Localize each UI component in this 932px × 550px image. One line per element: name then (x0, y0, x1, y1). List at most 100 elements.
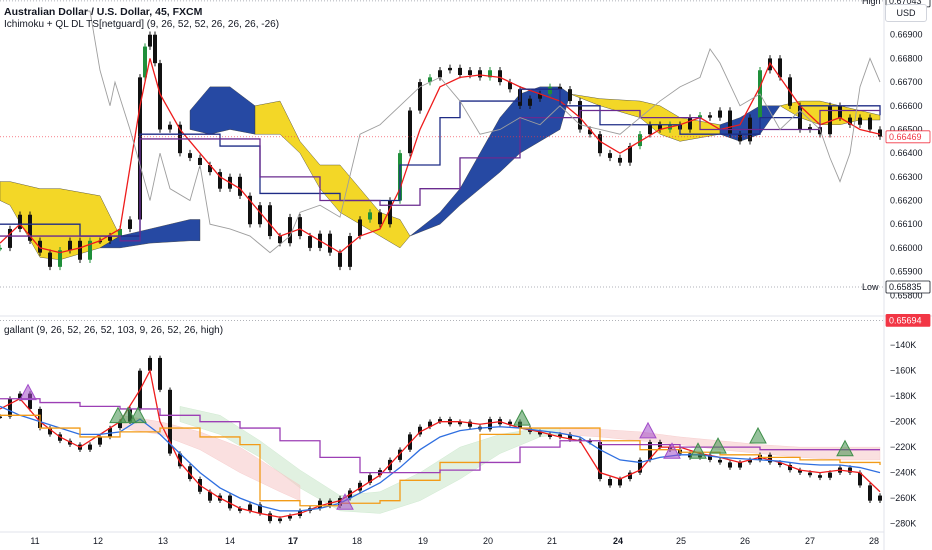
x-tick-label: 18 (352, 536, 362, 546)
series-line (0, 405, 881, 512)
candle-body (548, 434, 552, 437)
x-tick-label: 28 (869, 536, 879, 546)
candle-body (508, 421, 512, 425)
y-tick-label: −260K (890, 493, 916, 503)
candle-body (8, 228, 12, 248)
candle-body (98, 436, 102, 445)
candle-body (538, 431, 542, 435)
candle-body (38, 240, 42, 253)
kumo-cloud (409, 86, 571, 237)
series-line (0, 58, 881, 254)
candle-body (788, 465, 792, 471)
candle-body (878, 129, 882, 137)
candle-body (718, 110, 722, 118)
symbol-title[interactable]: Australian Dollar / U.S. Dollar, 45, FXC… (4, 6, 203, 18)
price-tag-value: 0.66469 (889, 132, 922, 142)
series-line (0, 109, 880, 242)
candle-body (738, 134, 742, 142)
candle-body (848, 467, 852, 473)
candle-body (848, 117, 852, 125)
candle-body (458, 421, 462, 425)
candle-body (168, 389, 172, 454)
candle-body (78, 240, 82, 260)
candle-body (628, 472, 632, 480)
signal-triangle-icon (336, 493, 354, 510)
candle-body (368, 212, 372, 220)
candle-body (268, 513, 272, 522)
series-line (0, 88, 881, 237)
candle-body (648, 124, 652, 135)
candle-body (588, 440, 592, 443)
y-tick-label: 0.66800 (890, 53, 923, 63)
signal-triangle-icon (129, 406, 147, 424)
candle-body (208, 165, 212, 173)
candle-body (488, 70, 492, 78)
price-tag-value: 0.65694 (889, 315, 922, 325)
kumo-cloud (254, 100, 411, 249)
candle-body (728, 462, 732, 468)
candle-body (828, 472, 832, 478)
candle-body (598, 442, 602, 480)
candle-body (278, 518, 282, 522)
candle-body (878, 495, 882, 501)
candle-body (698, 115, 702, 118)
signal-triangle-icon (513, 409, 531, 426)
candle-body (268, 205, 272, 237)
candle-body (808, 127, 812, 130)
price-tag-caption: High (862, 0, 881, 6)
candle-body (158, 63, 162, 130)
y-tick-label: 0.66900 (890, 30, 923, 40)
candle-body (358, 219, 362, 237)
y-tick-label: 0.66200 (890, 196, 923, 206)
x-tick-label: 24 (613, 536, 623, 546)
candle-body (318, 500, 322, 509)
candle-body (528, 98, 532, 106)
candle-body (128, 219, 132, 229)
candle-body (558, 434, 562, 437)
candle-body (388, 200, 392, 225)
signal-triangle-icon (663, 442, 681, 459)
y-tick-label: 0.66700 (890, 77, 923, 87)
candle-body (248, 504, 252, 511)
candle-body (808, 472, 812, 476)
signal-triangle-icon (836, 439, 854, 457)
y-tick-label: −140K (890, 340, 916, 350)
x-tick-label: 21 (547, 536, 557, 546)
candle-series (0, 355, 882, 524)
candle-body (778, 462, 782, 465)
y-tick-label: −220K (890, 442, 916, 452)
candle-body (778, 58, 782, 78)
candle-body (868, 485, 872, 501)
price-tag-caption: Low (862, 282, 879, 292)
candle-body (728, 110, 732, 135)
currency-button[interactable]: USD (885, 4, 927, 22)
x-tick-label: 27 (805, 536, 815, 546)
candle-body (478, 70, 482, 78)
candle-body (198, 157, 202, 165)
candle-body (708, 454, 712, 460)
series-line (0, 368, 881, 518)
candle-body (178, 453, 182, 467)
sub-indicator-title[interactable]: gallant (9, 26, 52, 26, 52, 103, 9, 26, … (4, 325, 224, 336)
series-line (0, 398, 880, 474)
y-tick-label: 0.66600 (890, 101, 923, 111)
candle-body (428, 421, 432, 427)
candle-body (608, 479, 612, 486)
candle-body (158, 357, 162, 390)
candle-body (148, 34, 152, 47)
candle-body (768, 454, 772, 463)
candle-body (628, 146, 632, 163)
candle-body (28, 393, 32, 409)
candle-body (143, 46, 147, 78)
candle-body (418, 426, 422, 435)
candle-body (228, 495, 232, 509)
candle-body (558, 86, 562, 90)
candle-body (408, 110, 412, 154)
candle-body (748, 459, 752, 463)
indicator-title[interactable]: Ichimoku + QL DL TS[netguard] (9, 26, 52… (4, 19, 280, 30)
y-tick-label: −160K (890, 366, 916, 376)
candle-body (258, 205, 262, 225)
y-tick-label: −280K (890, 519, 916, 529)
price-tag-box (885, 280, 931, 294)
